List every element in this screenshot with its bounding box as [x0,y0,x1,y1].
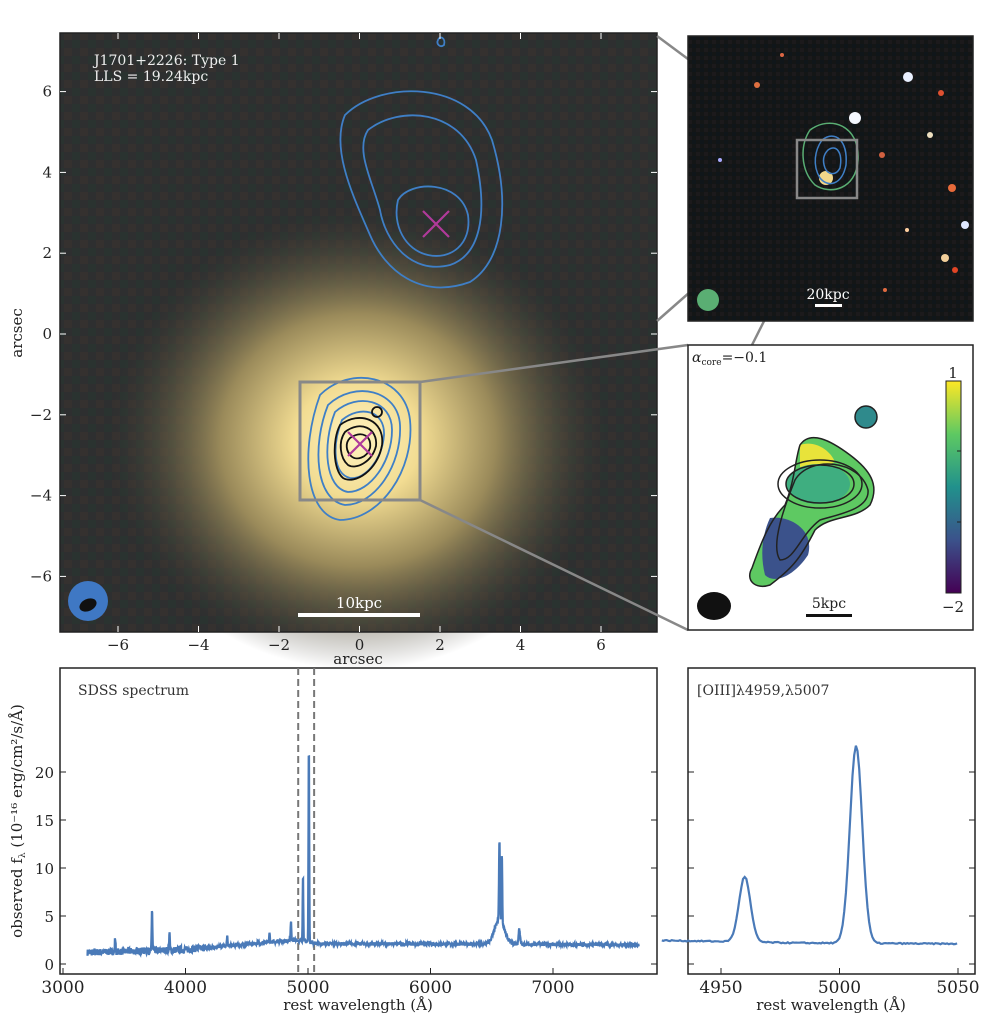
alpha-north-blob [854,405,878,429]
host-galaxy [108,210,608,670]
alpha-core-label: αcore=−0.1 [692,350,767,368]
spectrum-line [661,745,958,946]
wide-field-inset: 20kpc [687,35,974,322]
wide-zoom-box [795,138,859,200]
x-tick-label: 5050 [936,978,979,998]
y-tick-label: −2 [30,406,52,424]
oiii-xlabel: rest wavelength (Å) [756,996,906,1014]
spectrum-xlabel: rest wavelength (Å) [283,996,433,1014]
scalebar-10kpc [298,613,420,617]
x-tick-label: 3000 [41,978,84,998]
main-image-panel: 10kpc J1701+2226: Type 1 LLS = 19.24kpc … [8,32,658,670]
oiii-title: [OIII]λ4959,λ5007 [697,683,829,699]
cross-marker-north [422,210,450,238]
ylabel-sub: λ [18,852,28,858]
x-tick-label: −2 [268,636,290,654]
scalebar-20kpc [815,304,842,307]
y-tick-label: 5 [44,908,54,926]
y-tick-label: −6 [30,567,52,585]
x-tick-label: 4000 [164,978,207,998]
cross-marker-core [347,431,373,457]
scalebar-label-20kpc: 20kpc [806,287,849,303]
alpha-value: =−0.1 [722,350,768,366]
alpha-contours [749,436,875,587]
alpha-symbol: α [692,350,702,366]
y-tick-label: 2 [42,244,52,262]
y-tick-label: 15 [35,812,54,830]
colorbar [945,380,962,594]
alpha-beam-ellipse [697,592,731,620]
scalebar-label: 10kpc [336,594,382,612]
y-tick-label: 4 [42,163,52,181]
x-tick-label: 2 [435,636,445,654]
y-tick-label: 20 [35,764,54,782]
source-title: J1701+2226: Type 1 [92,53,240,69]
main-axis-ticks: −6 −4 −2 0 2 4 6 6 4 2 0 −2 −4 −6 [30,33,657,654]
x-tick-label: −6 [107,636,129,654]
x-tick-label: 5000 [818,978,861,998]
y-tick-label: −4 [30,487,52,505]
radio-contours-north [339,36,504,289]
x-tick-label: 0 [355,636,365,654]
colorbar-ticks [957,450,961,523]
spectrum-frame [59,667,658,975]
main-ylabel: arcsec [8,308,26,358]
scalebar-label-5kpc: 5kpc [812,596,846,612]
optical-contours-core [333,406,383,481]
zoom-box-core [298,380,422,502]
ylabel-main: observed f [8,857,26,938]
main-xlabel: arcsec [333,650,383,668]
lls-label: LLS = 19.24kpc [94,69,208,85]
y-tick-label: 0 [44,956,54,974]
oiii-marks: 4950 5000 5050 [661,745,980,998]
main-panel-frame [59,32,658,633]
alpha-low-region [762,517,810,579]
colorbar-min: −2 [942,598,964,616]
spectrum-line [86,754,640,958]
optical-beam-ellipse [79,598,97,612]
x-tick-label: 6 [596,636,606,654]
spectrum-panel: 0 5 10 15 20 3000 4000 5000 6000 7000 SDSS spectr… [8,667,658,1014]
spectrum-marks: 0 5 10 15 20 3000 4000 5000 6000 7000 [35,668,657,998]
oiii-zoom-panel: 4950 5000 5050 [OIII]λ4959,λ5007 rest wave… [661,667,980,1014]
x-tick-label: 4 [516,636,526,654]
x-tick-label: 7000 [531,978,574,998]
alpha-core-region [786,464,850,504]
x-tick-label: 6000 [409,978,452,998]
spectrum-title: SDSS spectrum [78,683,189,699]
y-tick-label: 0 [42,325,52,343]
y-tick-label: 6 [42,83,52,101]
scalebar-5kpc [806,614,852,617]
wide-inset-frame [687,35,974,322]
spectral-index-inset: 5kpc αcore=−0.1 1 −2 [687,344,974,631]
x-tick-label: 4950 [699,978,742,998]
x-tick-label: 5000 [286,978,329,998]
spectrum-ylabel: observed fλ (10⁻¹⁶ erg/cm²/s/Å) [8,704,28,938]
oiii-frame [687,667,976,975]
colorbar-max: 1 [948,364,958,382]
beam-circle [697,289,719,311]
radio-contours-core [307,377,412,521]
x-tick-label: −4 [187,636,209,654]
y-tick-label: 10 [35,860,54,878]
ylabel-units: (10⁻¹⁶ erg/cm²/s/Å) [8,704,26,852]
alpha-subscript: core [701,358,721,368]
